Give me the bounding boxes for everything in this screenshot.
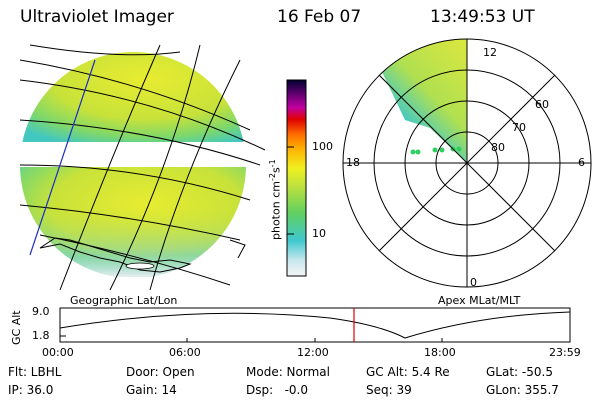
geo-panel-label: Geographic Lat/Lon	[70, 294, 178, 307]
xtick-0600: 06:00	[169, 346, 201, 359]
mlat-label-70: 70	[512, 121, 526, 134]
instrument-title: Ultraviolet Imager	[20, 7, 174, 27]
altitude-curve	[59, 311, 571, 339]
coastline	[39, 237, 192, 273]
xtick-0000: 00:00	[42, 346, 74, 359]
altitude-ytick-bottom: 1.8	[32, 329, 50, 342]
status-gcalt: GC Alt: 5.4 Re	[366, 365, 450, 379]
colorbar-scale	[286, 79, 307, 277]
status-ip: IP: 36.0	[8, 383, 54, 397]
mlt-label-18: 18	[346, 156, 360, 169]
altitude-ytick-top: 9.0	[32, 305, 50, 318]
apex-panel-label: Apex MLat/MLT	[438, 294, 521, 307]
status-dsp: Dsp: -0.0	[246, 383, 309, 397]
status-mode: Mode: Normal	[246, 365, 330, 379]
mlt-label-6: 6	[578, 156, 585, 169]
status-glon: GLon: 355.7	[486, 383, 559, 397]
status-seq: Seq: 39	[366, 383, 412, 397]
status-glat: GLat: -50.5	[486, 365, 553, 379]
status-flt: Flt: LBHL	[8, 365, 62, 379]
mlat-label-60: 60	[535, 98, 549, 111]
xtick-1200: 12:00	[297, 346, 329, 359]
coastline-island	[125, 262, 155, 270]
altitude-ylabel: GC Alt	[10, 310, 23, 345]
mlt-label-0: 0	[470, 276, 477, 289]
time-label: 13:49:53 UT	[430, 7, 535, 27]
polar-aurora-wedge	[382, 39, 467, 163]
colorbar-tick-100: 100	[312, 140, 333, 153]
geo-meridian-line	[29, 59, 96, 256]
altitude-plot-frame	[59, 307, 571, 343]
date-label: 16 Feb 07	[277, 7, 362, 27]
polar-grid	[342, 38, 592, 288]
xtick-1800: 18:00	[424, 346, 456, 359]
status-gain: Gain: 14	[126, 383, 177, 397]
status-door: Door: Open	[126, 365, 195, 379]
xtick-2359: 23:59	[549, 346, 581, 359]
colorbar-tick-10: 10	[312, 227, 326, 240]
mlat-label-80: 80	[491, 141, 505, 154]
mlt-label-12: 12	[483, 46, 497, 59]
geo-grid-lines	[19, 44, 266, 291]
